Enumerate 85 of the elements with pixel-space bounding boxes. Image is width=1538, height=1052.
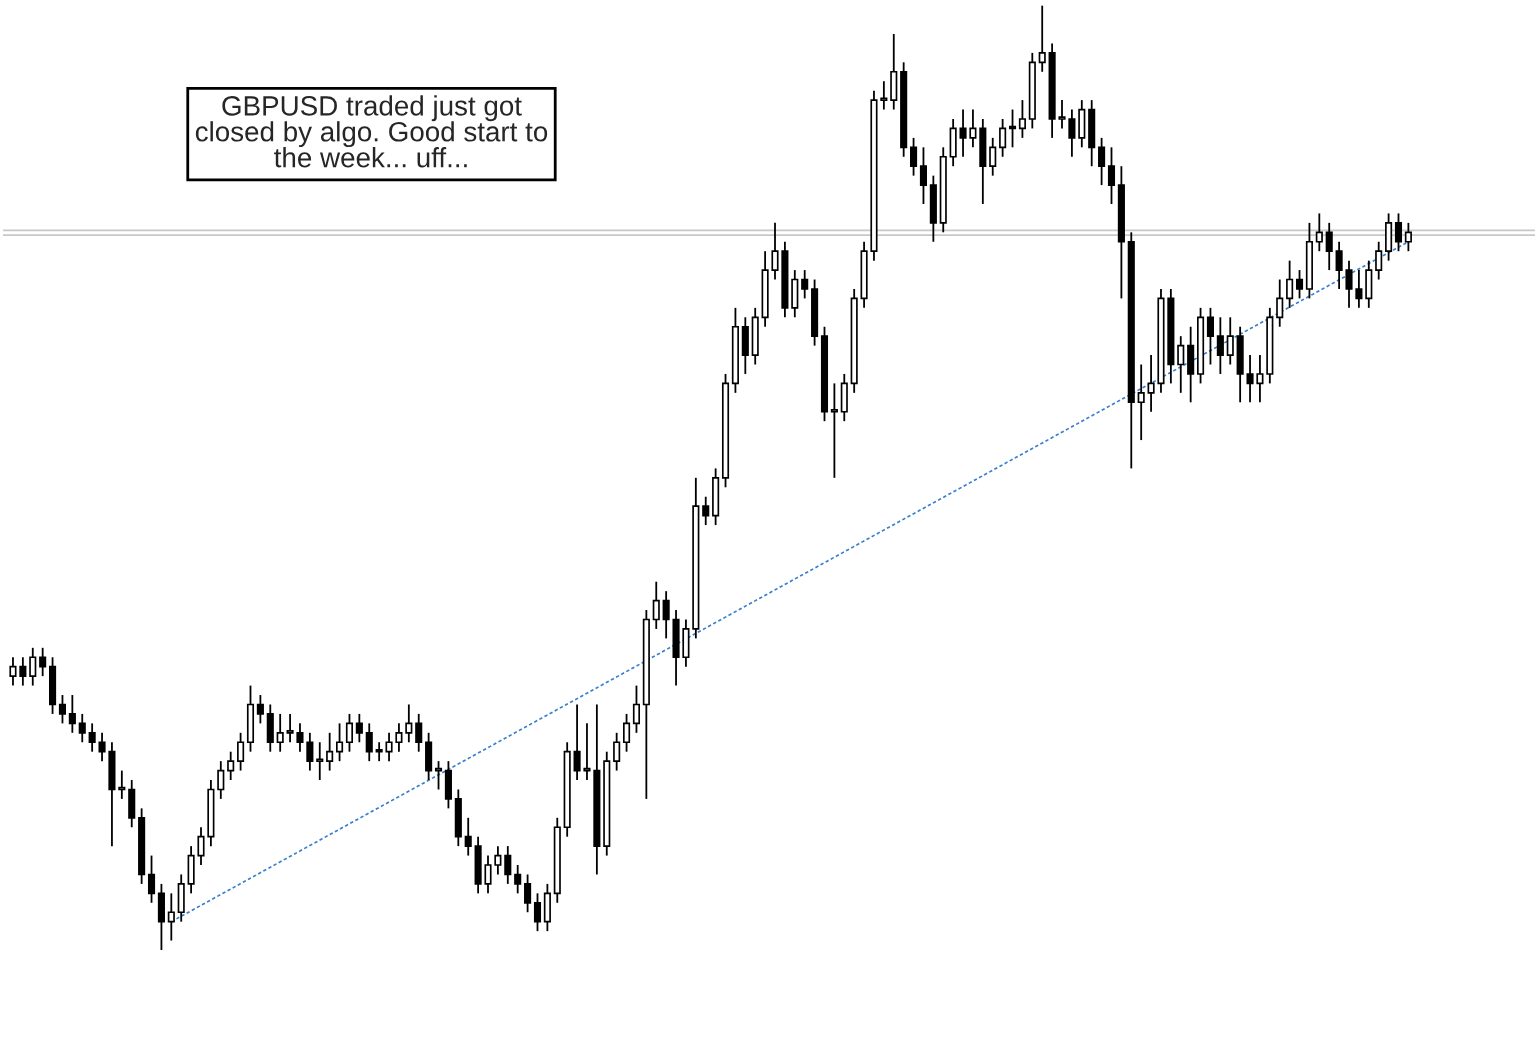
candlestick [147,854,156,904]
candlestick [167,892,175,942]
candlestick [652,580,660,630]
candlestick [118,769,126,800]
candlestick [1394,212,1403,253]
candlestick [375,741,383,763]
candlestick [910,136,918,177]
candlestick [1325,221,1333,271]
candlestick [1147,354,1155,413]
candlestick [227,750,235,781]
candlestick [306,731,314,772]
candlestick [385,731,393,763]
candlestick [336,722,344,763]
candlestick [9,656,17,687]
candlestick [286,713,294,744]
candlestick [1038,4,1046,73]
candlestick [395,722,403,753]
candlestick [197,826,205,866]
candlestick [1177,335,1185,394]
candlestick [999,118,1007,158]
candlestick [1345,259,1353,309]
candlestick [365,722,373,763]
candlestick [1256,354,1264,404]
candlestick [1098,136,1106,186]
candlestick [1404,221,1412,253]
candlestick [830,382,838,479]
candlestick [1206,306,1215,366]
candlestick [524,873,532,914]
candlestick [494,845,502,876]
candlestick [78,713,86,744]
candlestick [880,80,888,111]
candlestick [58,694,67,725]
candlestick [29,646,37,687]
candlestick [623,713,631,753]
candlestick [1068,108,1076,158]
candlestick [19,656,27,687]
candlestick [969,108,977,149]
candlestick [1008,108,1017,149]
candlestick [316,741,324,781]
candlestick [504,845,512,885]
candlestick [1286,259,1294,309]
candlestick [1246,354,1254,404]
candlestick [533,892,542,933]
candlestick [1226,316,1234,366]
candlestick [514,864,522,895]
candlestick [355,713,363,744]
candlestick [632,684,641,734]
candlestick [98,731,106,763]
candlestick [326,731,334,772]
candlestick [1315,212,1323,253]
candlestick [919,146,928,205]
candlestick [662,590,670,640]
candlestick [1375,240,1383,281]
candlestick [345,713,354,753]
candlestick [959,108,967,158]
candlestick [613,731,621,772]
candlestick [1276,278,1284,328]
candlestick [573,703,581,781]
candlestick [1335,240,1343,290]
candlestick [1295,269,1304,300]
candlestick [1355,269,1363,309]
candlestick [1058,99,1066,130]
candlestick [989,136,997,177]
candlestick [801,269,809,300]
candlestick [771,221,779,281]
candlestick [464,816,472,857]
candlestick [276,713,284,753]
candlestick [1107,146,1116,205]
candlestick [256,694,264,725]
candlestick [68,694,76,734]
candlestick [405,703,413,744]
annotation: GBPUSD traded just got closed by algo. Good start to the week... uff... [195,95,548,168]
candlestick [484,854,492,895]
candlestick [415,713,423,753]
candlestick [296,722,304,753]
candlestick [88,722,96,753]
candlestick [1018,99,1026,139]
candlestick [583,722,591,781]
candlestick [237,731,245,772]
candlestick [1137,363,1145,441]
candlestick [217,760,225,800]
candlestick [702,495,710,526]
candlestick [39,646,47,678]
candlestick [1216,316,1224,375]
candlestick [434,760,443,791]
